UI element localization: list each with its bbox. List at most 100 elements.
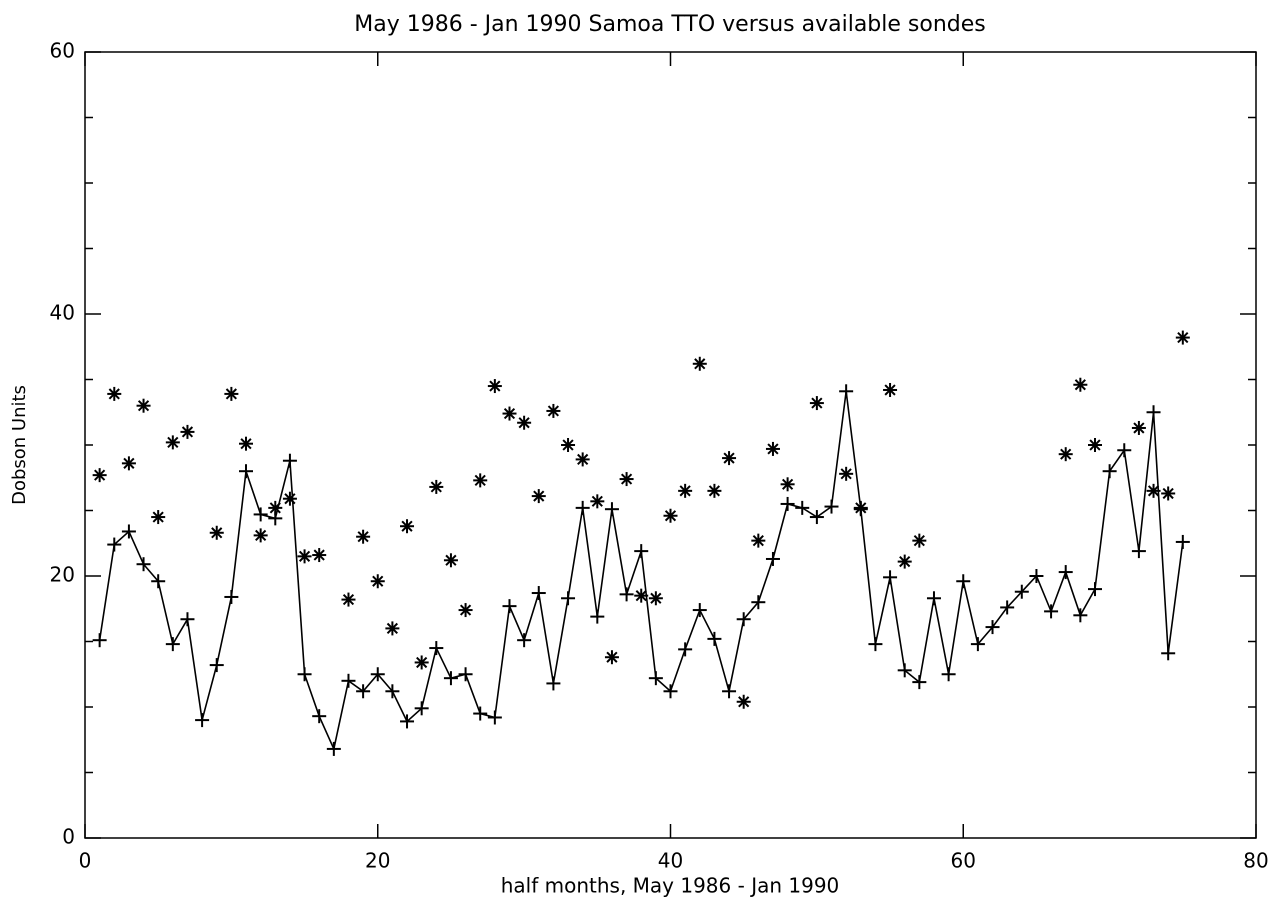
- marker: [312, 548, 327, 563]
- marker: [604, 502, 619, 517]
- marker-stroke: [240, 438, 252, 450]
- marker: [370, 574, 385, 589]
- marker: [751, 595, 766, 610]
- marker: [765, 551, 780, 566]
- marker: [414, 655, 429, 670]
- marker: [239, 436, 254, 451]
- marker: [1044, 604, 1059, 619]
- marker: [780, 477, 795, 492]
- marker: [209, 658, 224, 673]
- marker: [575, 500, 590, 515]
- x-tick-label: 60: [951, 849, 976, 873]
- marker-stroke: [357, 531, 369, 543]
- marker: [765, 441, 780, 456]
- marker: [575, 452, 590, 467]
- marker: [1175, 534, 1190, 549]
- y-tick-label: 20: [50, 563, 75, 587]
- marker: [546, 676, 561, 691]
- marker: [1131, 544, 1146, 559]
- marker: [985, 620, 1000, 635]
- marker-stroke: [591, 495, 603, 507]
- marker-stroke: [620, 473, 633, 485]
- marker-stroke: [342, 593, 355, 606]
- x-axis-label: half months, May 1986 - Jan 1990: [501, 874, 840, 898]
- marker: [326, 741, 341, 756]
- marker: [165, 637, 180, 652]
- marker: [341, 673, 356, 688]
- marker-stroke: [137, 400, 150, 412]
- marker-stroke: [372, 575, 384, 587]
- marker-stroke: [1177, 331, 1189, 344]
- marker-stroke: [723, 452, 735, 464]
- marker: [1117, 443, 1132, 458]
- marker-stroke: [694, 358, 706, 370]
- marker: [1058, 447, 1073, 462]
- marker: [634, 544, 649, 559]
- marker-stroke: [401, 520, 413, 532]
- marker: [517, 415, 532, 430]
- marker: [1073, 608, 1088, 623]
- marker: [400, 714, 415, 729]
- marker: [151, 510, 166, 525]
- marker: [1161, 486, 1176, 501]
- y-tick-label: 60: [50, 39, 75, 63]
- marker: [751, 533, 766, 548]
- marker-stroke: [855, 502, 867, 514]
- marker: [400, 519, 415, 534]
- marker: [897, 554, 912, 569]
- marker: [883, 570, 898, 585]
- marker-stroke: [913, 535, 925, 547]
- marker: [356, 529, 371, 544]
- marker: [1087, 582, 1102, 597]
- marker-stroke: [298, 550, 311, 562]
- marker: [356, 684, 371, 699]
- marker-stroke: [679, 485, 691, 497]
- marker: [531, 489, 546, 504]
- marker: [443, 671, 458, 686]
- marker: [692, 356, 707, 371]
- marker: [429, 641, 444, 656]
- marker-stroke: [767, 443, 779, 455]
- marker: [868, 637, 883, 652]
- marker-stroke: [606, 651, 618, 663]
- marker: [1058, 565, 1073, 580]
- marker-stroke: [503, 407, 516, 420]
- marker: [1029, 569, 1044, 583]
- marker-stroke: [123, 457, 135, 469]
- marker-stroke: [899, 555, 911, 568]
- marker: [341, 592, 356, 607]
- marker-stroke: [1089, 439, 1101, 451]
- marker: [282, 491, 297, 506]
- marker-stroke: [1074, 379, 1086, 391]
- marker-stroke: [884, 384, 896, 396]
- marker: [1146, 405, 1161, 420]
- marker: [502, 599, 517, 614]
- marker-stroke: [459, 604, 472, 616]
- marker: [121, 524, 136, 539]
- marker: [956, 574, 971, 589]
- marker-stroke: [430, 481, 442, 493]
- marker: [239, 464, 254, 479]
- x-tick-label: 0: [79, 849, 92, 873]
- marker-stroke: [533, 490, 545, 502]
- marker: [1131, 420, 1146, 435]
- marker: [736, 612, 751, 627]
- marker-stroke: [445, 554, 457, 566]
- marker-stroke: [225, 388, 237, 400]
- marker: [209, 525, 224, 540]
- x-tick-label: 80: [1243, 849, 1268, 873]
- marker: [590, 494, 605, 509]
- marker: [1102, 464, 1117, 479]
- marker-stroke: [562, 439, 574, 451]
- series-line: [98, 391, 1184, 752]
- marker: [458, 603, 473, 618]
- marker: [136, 557, 151, 572]
- marker-stroke: [1162, 487, 1174, 500]
- marker: [722, 684, 737, 699]
- marker: [912, 675, 927, 690]
- marker: [912, 533, 927, 548]
- marker: [107, 386, 122, 401]
- marker-stroke: [167, 436, 179, 448]
- marker: [678, 642, 693, 657]
